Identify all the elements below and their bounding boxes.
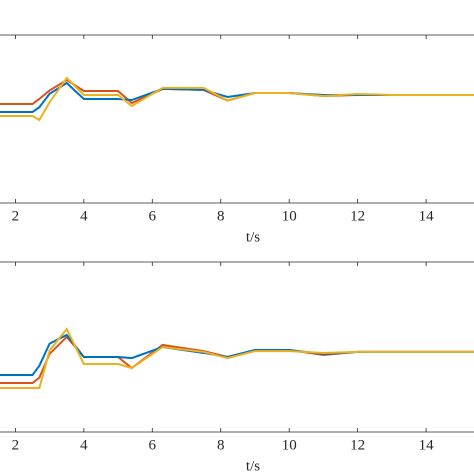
x-axis-label: t/s: [246, 458, 260, 474]
x-tick-label: 14: [419, 437, 435, 453]
x-tick-label: 12: [350, 437, 365, 453]
x-tick-label: 8: [217, 208, 225, 224]
data-line: [0, 327, 474, 389]
x-tick-label: 2: [12, 208, 20, 224]
x-tick-label: 2: [12, 437, 20, 453]
x-tick-label: 14: [419, 208, 435, 224]
data-line: [0, 76, 474, 122]
data-line: [0, 335, 474, 385]
x-tick-label: 12: [350, 208, 365, 224]
x-tick-label: 4: [80, 437, 88, 453]
x-tick-label: 4: [80, 208, 88, 224]
x-axis-label: t/s: [246, 229, 260, 245]
x-tick-label: 6: [149, 437, 157, 453]
x-tick-label: 10: [282, 437, 297, 453]
x-tick-label: 6: [149, 208, 157, 224]
x-tick-label: 8: [217, 437, 225, 453]
x-tick-label: 10: [282, 208, 297, 224]
